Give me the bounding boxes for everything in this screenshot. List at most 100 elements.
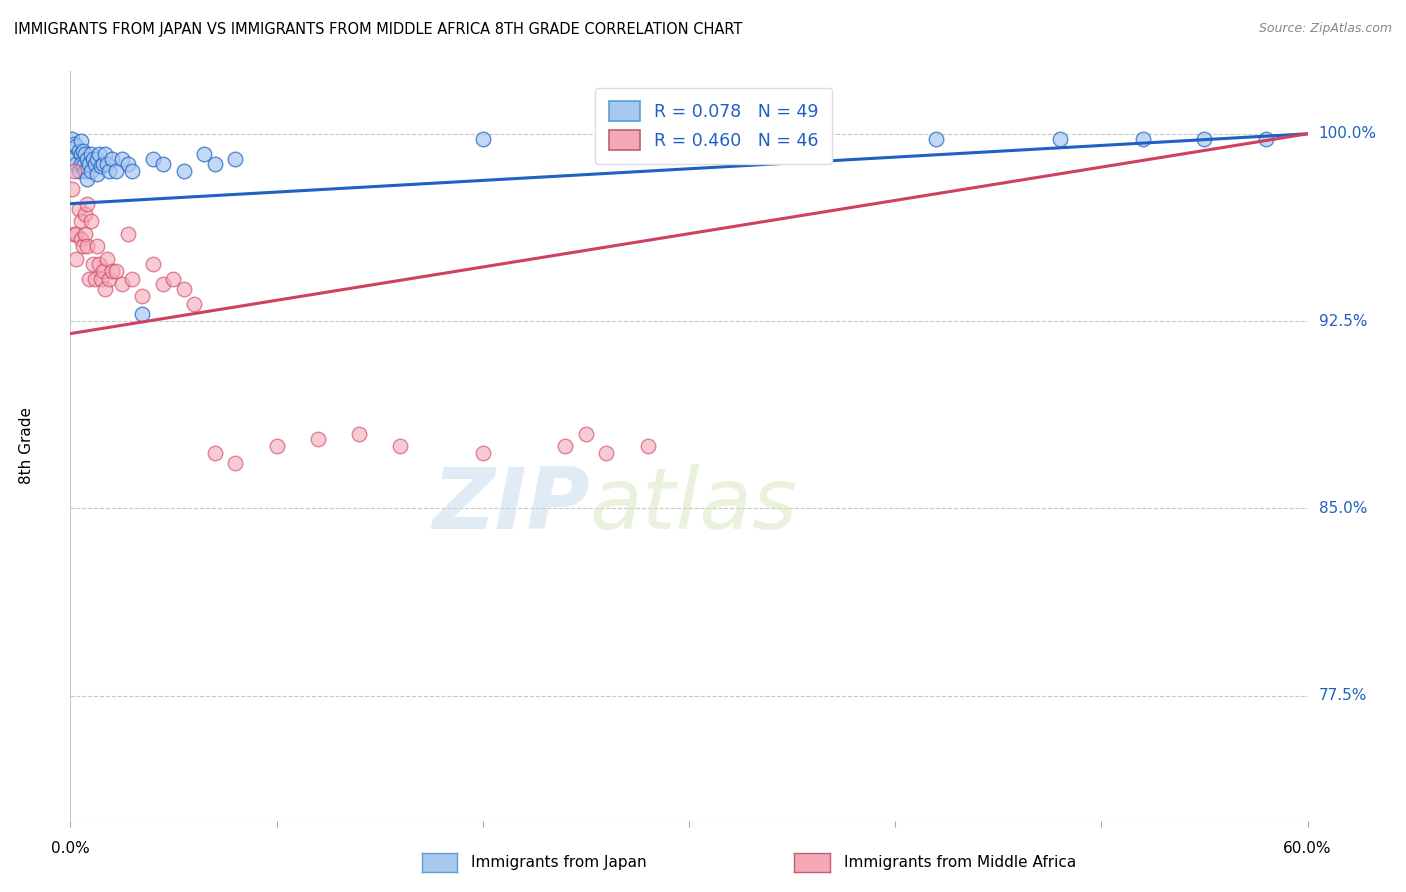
Point (347, 426, 370, 441)
Text: ZIP: ZIP (432, 465, 591, 548)
Point (69, 134, 91, 148)
Point (96, 157, 118, 171)
Point (100, 152, 122, 166)
Point (69, 157, 91, 171)
Point (111, 152, 134, 166)
Point (72, 145, 94, 159)
Point (1194, 132, 1216, 146)
Point (90, 159, 112, 173)
Point (142, 152, 165, 166)
Point (173, 282, 195, 296)
Text: 92.5%: 92.5% (1319, 314, 1367, 328)
Point (389, 439, 412, 453)
Point (183, 296, 205, 310)
Text: 100.0%: 100.0% (1319, 127, 1376, 141)
Point (77, 157, 100, 171)
Point (204, 157, 226, 171)
Point (117, 227, 139, 241)
Point (89, 257, 111, 271)
Point (80, 214, 103, 228)
Point (73, 164, 96, 178)
Point (69, 146, 91, 161)
Point (91, 157, 114, 171)
Point (76, 152, 98, 166)
Point (63, 152, 86, 166)
Point (65, 227, 87, 241)
Point (575, 426, 598, 441)
Point (72, 239, 94, 253)
Point (67, 202, 90, 216)
Point (100, 264, 122, 278)
Point (925, 132, 948, 146)
Text: atlas: atlas (591, 465, 799, 548)
Point (69, 232, 91, 246)
Point (67, 164, 90, 178)
Point (471, 446, 494, 460)
Point (637, 439, 659, 453)
Point (90, 271, 112, 285)
Legend: R = 0.078   N = 49, R = 0.460   N = 46: R = 0.078 N = 49, R = 0.460 N = 46 (595, 87, 832, 164)
Point (86, 239, 108, 253)
Point (131, 307, 153, 321)
Point (121, 164, 143, 178)
Point (266, 439, 288, 453)
Point (60, 132, 83, 146)
Point (67, 145, 90, 159)
Point (63, 164, 86, 178)
Point (76, 171, 98, 186)
Point (224, 152, 246, 166)
Point (117, 157, 139, 171)
Point (72, 159, 94, 173)
Point (780, 132, 803, 146)
Point (1049, 132, 1071, 146)
Point (98, 271, 121, 285)
Point (131, 289, 153, 303)
Point (65, 157, 87, 171)
Point (554, 439, 576, 453)
Text: 0.0%: 0.0% (51, 840, 90, 855)
Point (82, 152, 104, 166)
Point (60, 182, 83, 196)
Point (98, 164, 121, 178)
Point (224, 457, 246, 471)
Point (204, 446, 226, 460)
Point (63, 136, 86, 151)
Text: Immigrants from Japan: Immigrants from Japan (471, 855, 647, 870)
Point (76, 239, 98, 253)
Point (89, 146, 111, 161)
Text: 8th Grade: 8th Grade (20, 408, 35, 484)
Point (307, 432, 329, 446)
Point (96, 252, 118, 266)
Point (111, 277, 134, 291)
Point (162, 271, 184, 285)
Point (84, 157, 107, 171)
Point (193, 146, 215, 161)
Point (152, 157, 174, 171)
Point (65, 139, 87, 153)
Point (76, 196, 98, 211)
Point (104, 164, 127, 178)
Point (84, 271, 107, 285)
Point (173, 164, 195, 178)
Point (65, 252, 87, 266)
Point (142, 257, 165, 271)
Point (471, 132, 494, 146)
Text: 77.5%: 77.5% (1319, 689, 1367, 703)
Point (73, 227, 96, 241)
Point (678, 132, 700, 146)
Point (121, 271, 143, 285)
Text: Source: ZipAtlas.com: Source: ZipAtlas.com (1258, 22, 1392, 36)
Point (82, 257, 104, 271)
Text: Immigrants from Middle Africa: Immigrants from Middle Africa (844, 855, 1076, 870)
Point (1132, 132, 1154, 146)
Point (77, 271, 100, 285)
Point (94, 282, 117, 296)
Text: 60.0%: 60.0% (1284, 840, 1331, 855)
Text: IMMIGRANTS FROM JAPAN VS IMMIGRANTS FROM MIDDLE AFRICA 8TH GRADE CORRELATION CHA: IMMIGRANTS FROM JAPAN VS IMMIGRANTS FROM… (14, 22, 742, 37)
Point (94, 146, 117, 161)
Point (80, 146, 103, 161)
Point (69, 214, 91, 228)
Point (73, 146, 96, 161)
Point (73, 207, 96, 221)
Point (91, 264, 114, 278)
